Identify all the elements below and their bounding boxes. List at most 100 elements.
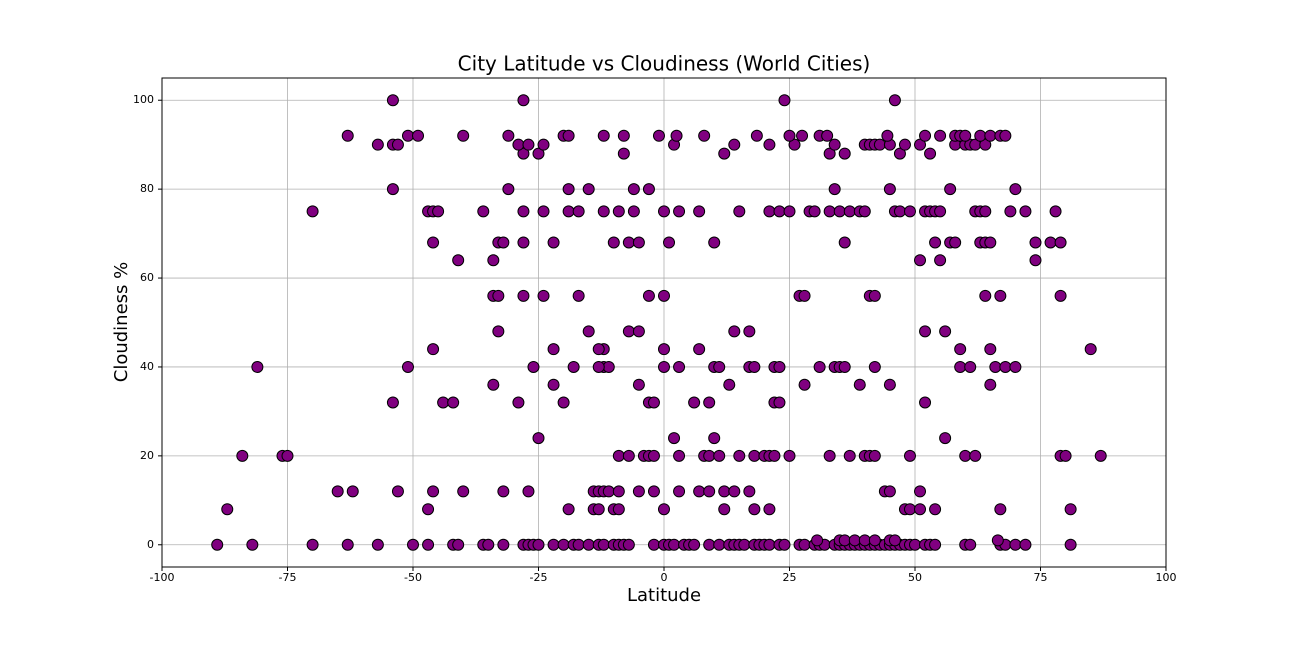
point	[949, 236, 962, 249]
point	[934, 129, 947, 142]
point	[477, 205, 490, 218]
point	[527, 360, 540, 373]
point	[934, 254, 947, 267]
point	[1019, 205, 1032, 218]
point	[673, 205, 686, 218]
point	[688, 538, 701, 551]
point	[422, 503, 435, 516]
point	[959, 129, 972, 142]
point	[522, 485, 535, 498]
point	[1064, 503, 1077, 516]
point	[391, 138, 404, 151]
point	[994, 503, 1007, 516]
point	[422, 538, 435, 551]
point	[492, 325, 505, 338]
x-tick-label: -75	[279, 571, 297, 584]
point	[602, 485, 615, 498]
point	[622, 538, 635, 551]
point	[401, 360, 414, 373]
point	[1054, 236, 1067, 249]
point	[673, 360, 686, 373]
point	[733, 449, 746, 462]
point	[668, 538, 681, 551]
point	[1019, 538, 1032, 551]
point	[929, 538, 942, 551]
point	[386, 94, 399, 107]
point	[743, 485, 756, 498]
point	[627, 205, 640, 218]
point	[612, 205, 625, 218]
point	[703, 449, 716, 462]
point	[893, 147, 906, 160]
point	[881, 129, 894, 142]
point	[974, 129, 987, 142]
point	[763, 503, 776, 516]
point	[718, 147, 731, 160]
y-tick-label: 60	[140, 271, 154, 284]
point	[898, 138, 911, 151]
point	[457, 129, 470, 142]
point	[567, 360, 580, 373]
point	[954, 360, 967, 373]
point	[703, 396, 716, 409]
point	[783, 129, 796, 142]
point	[821, 129, 834, 142]
point	[811, 534, 824, 547]
point	[572, 538, 585, 551]
point	[999, 360, 1012, 373]
point	[813, 360, 826, 373]
point	[562, 503, 575, 516]
point	[331, 485, 344, 498]
point	[984, 343, 997, 356]
point	[763, 138, 776, 151]
x-tick-label: -50	[404, 571, 422, 584]
point	[658, 289, 670, 302]
plot-frame	[161, 77, 1167, 568]
point	[903, 449, 916, 462]
chart-title: City Latitude vs Cloudiness (World Citie…	[458, 52, 871, 76]
point	[939, 325, 952, 338]
point	[1049, 205, 1062, 218]
point	[893, 205, 906, 218]
point	[919, 129, 932, 142]
point	[1044, 236, 1057, 249]
point	[622, 236, 635, 249]
point	[632, 378, 645, 391]
point	[979, 138, 992, 151]
point	[622, 449, 635, 462]
point	[1094, 449, 1107, 462]
point	[848, 534, 861, 547]
y-axis-label: Cloudiness %	[111, 262, 132, 382]
point	[607, 236, 620, 249]
point	[557, 538, 570, 551]
point	[833, 205, 846, 218]
point	[497, 236, 510, 249]
point	[386, 183, 399, 196]
point	[642, 289, 655, 302]
point	[693, 205, 706, 218]
point	[964, 360, 977, 373]
point	[557, 396, 570, 409]
x-tick-label: 25	[783, 571, 797, 584]
point	[547, 343, 560, 356]
point	[733, 205, 746, 218]
point	[823, 205, 836, 218]
point	[773, 205, 786, 218]
point	[883, 378, 896, 391]
point	[647, 396, 660, 409]
point	[858, 534, 871, 547]
point	[914, 503, 927, 516]
point	[517, 236, 530, 249]
point	[487, 254, 500, 267]
y-tick-label: 40	[140, 360, 154, 373]
point	[517, 94, 530, 107]
point	[748, 449, 761, 462]
point	[939, 432, 952, 445]
point	[597, 205, 610, 218]
point	[989, 360, 1002, 373]
point	[944, 183, 957, 196]
point	[688, 396, 701, 409]
point	[924, 147, 937, 160]
point	[778, 94, 791, 107]
point	[306, 205, 319, 218]
